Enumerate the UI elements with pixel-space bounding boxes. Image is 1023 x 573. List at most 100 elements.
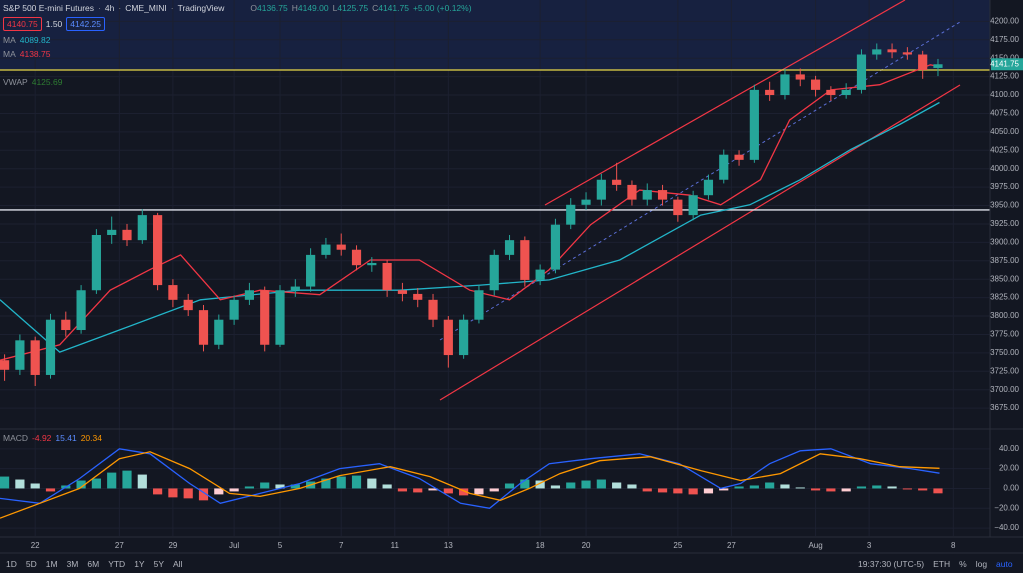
histogram-bar: [153, 488, 163, 495]
indicator-name: MA: [3, 49, 16, 59]
candle-body: [474, 290, 484, 320]
x-tick-label: 22: [31, 541, 40, 550]
y-tick-label: 3925.00: [990, 219, 1019, 228]
histogram-bar: [91, 478, 101, 489]
exchange: CME_MINI: [125, 3, 167, 13]
y-tick-label: 3750.00: [990, 348, 1019, 357]
candle-body: [351, 249, 362, 266]
histogram-bar: [107, 472, 117, 489]
candle-body: [657, 190, 668, 200]
histogram-bar: [856, 486, 867, 489]
scale-option[interactable]: %: [959, 559, 967, 569]
candle-body: [214, 319, 224, 345]
histogram-bar: [780, 484, 790, 489]
histogram-bar: [887, 486, 897, 489]
histogram-bar: [137, 474, 147, 489]
x-tick-label: 20: [582, 541, 591, 550]
macd-pane: [0, 448, 943, 519]
candle-body: [45, 319, 56, 375]
y-tick-label: 40.00: [999, 444, 1020, 453]
candle-body: [780, 74, 790, 96]
indicator-line: [0, 64, 940, 361]
histogram-bar: [122, 470, 132, 489]
candle-body: [489, 254, 499, 291]
y-tick-label: 3800.00: [990, 311, 1019, 320]
histogram-bar: [260, 482, 270, 489]
candle-body: [581, 199, 591, 205]
candle-body: [107, 229, 117, 235]
histogram-bar: [504, 483, 515, 489]
candle-body: [244, 290, 255, 300]
y-tick-label: 4125.00: [990, 72, 1019, 81]
quote-row: 4140.75 1.50 4142.25: [3, 17, 106, 31]
ohlc-value: 4136.75: [257, 3, 288, 13]
histogram-bar: [596, 479, 606, 489]
y-tick-label: 3975.00: [990, 182, 1019, 191]
histogram-bar: [443, 488, 453, 494]
histogram-bar: [183, 488, 193, 499]
y-tick-label: 4100.00: [990, 90, 1019, 99]
histogram-bar: [657, 488, 668, 493]
range-button[interactable]: YTD: [108, 559, 126, 569]
candle-body: [826, 89, 836, 96]
histogram-bar: [0, 476, 10, 489]
range-button[interactable]: 5D: [25, 559, 37, 569]
price-pane: [0, 43, 990, 387]
change: +5.00 (+0.12%): [412, 3, 472, 13]
y-tick-label: 3900.00: [990, 237, 1019, 246]
range-button[interactable]: All: [173, 559, 183, 569]
candle-body: [122, 229, 132, 241]
y-tick-label: −20.00: [994, 503, 1019, 512]
spread: 1.50: [45, 19, 63, 29]
candle-body: [703, 179, 714, 196]
candle-body: [550, 224, 561, 270]
histogram-bar: [214, 488, 224, 495]
histogram-bar: [612, 482, 622, 489]
y-tick-label: 4000.00: [990, 164, 1019, 173]
range-button[interactable]: 3M: [66, 559, 79, 569]
range-button[interactable]: 1Y: [134, 559, 145, 569]
y-tick-label: 3675.00: [990, 403, 1019, 412]
session[interactable]: ETH: [933, 559, 951, 569]
candle-body: [749, 89, 759, 160]
candle-body: [30, 340, 40, 375]
candle-body: [153, 215, 163, 286]
histogram-bar: [244, 486, 255, 489]
scale-option[interactable]: log: [975, 559, 988, 569]
candle-body: [535, 269, 545, 280]
x-tick-label: 27: [115, 541, 124, 550]
histogram-bar: [550, 485, 561, 489]
ask[interactable]: 4142.25: [66, 17, 106, 31]
histogram-bar: [749, 485, 759, 489]
range-button[interactable]: 5Y: [153, 559, 164, 569]
candle-body: [872, 49, 882, 55]
clock: 19:37:30 (UTC-5): [858, 559, 925, 569]
bid[interactable]: 4140.75: [3, 17, 42, 31]
ohlc-key: C: [372, 3, 379, 13]
histogram-bar: [76, 480, 86, 489]
range-button[interactable]: 6M: [87, 559, 100, 569]
histogram-bar: [413, 488, 423, 493]
indicator-line: [0, 448, 940, 509]
y-tick-label: 4200.00: [990, 16, 1019, 25]
ohlc-value: 4141.75: [378, 3, 409, 13]
candle-body: [336, 244, 346, 250]
scale-option[interactable]: auto: [996, 559, 1013, 569]
candle-body: [321, 244, 331, 255]
x-tick-label: 5: [278, 541, 283, 550]
candle-body: [734, 154, 744, 160]
range-button[interactable]: 1M: [45, 559, 58, 569]
y-tick-label: 0.00: [1003, 484, 1019, 493]
candle-body: [856, 54, 867, 90]
range-button[interactable]: 1D: [6, 559, 17, 569]
ohlc-key: O: [250, 3, 257, 13]
y-tick-label: 4025.00: [990, 145, 1019, 154]
candle-body: [887, 49, 897, 53]
histogram-bar: [397, 488, 408, 492]
histogram-bar: [826, 488, 836, 492]
y-tick-label: 4150.00: [990, 53, 1019, 62]
y-tick-label: −40.00: [994, 523, 1019, 532]
y-tick-label: 20.00: [999, 464, 1020, 473]
channel-upper: [544, 0, 906, 206]
histogram-bar: [795, 487, 805, 489]
